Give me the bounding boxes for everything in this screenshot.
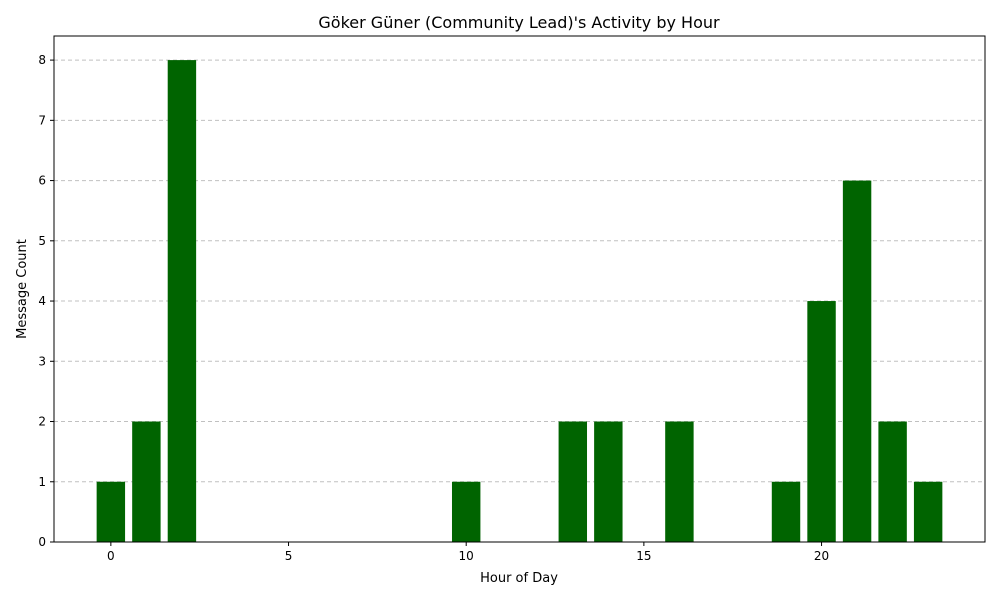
grid-lines [54, 59, 985, 543]
bar-hour-16 [665, 421, 694, 542]
y-tick-label: 6 [38, 174, 46, 188]
bar-hour-10 [451, 481, 481, 542]
x-axis-label: Hour of Day [480, 571, 558, 586]
bar-hour-14 [594, 421, 623, 542]
y-tick-label: 3 [38, 354, 46, 368]
bar-hour-21 [842, 180, 872, 543]
bar-hour-19 [771, 481, 801, 542]
y-tick-label: 2 [38, 415, 46, 429]
x-tick-label: 0 [107, 549, 115, 563]
bar-hour-20 [807, 301, 836, 542]
x-tick-label: 10 [459, 549, 474, 563]
bar-hour-0 [96, 481, 126, 542]
y-axis-label: Message Count [15, 239, 30, 339]
bar-hour-22 [878, 421, 907, 542]
bar-hour-1 [132, 421, 161, 542]
x-ticks: 0 5 10 15 20 [107, 542, 829, 563]
y-tick-label: 1 [38, 475, 46, 489]
y-tick-label: 0 [38, 535, 46, 549]
bar-hour-2 [167, 60, 197, 542]
y-tick-label: 8 [38, 53, 46, 67]
y-tick-label: 4 [38, 294, 46, 308]
x-tick-label: 15 [636, 549, 651, 563]
bars [96, 60, 943, 543]
plot-frame [53, 35, 986, 543]
y-ticks: 0 1 2 3 4 5 6 7 8 [38, 53, 54, 549]
x-tick-label: 5 [285, 549, 293, 563]
bar-hour-13 [558, 421, 588, 542]
bar-hour-23 [913, 481, 943, 542]
chart-title: Göker Güner (Community Lead)'s Activity … [318, 13, 720, 32]
y-tick-label: 7 [38, 113, 46, 127]
x-tick-label: 20 [814, 549, 829, 563]
y-tick-label: 5 [38, 234, 46, 248]
